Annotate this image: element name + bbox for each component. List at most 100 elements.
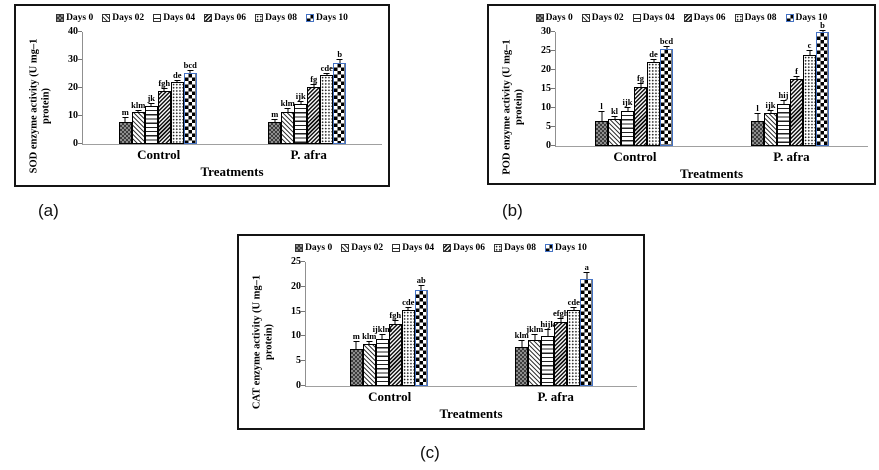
significance-letter: bcd [659, 35, 674, 46]
y-tick-mark [551, 69, 555, 70]
significance-letter: m [352, 331, 360, 342]
significance-letter: b [820, 20, 825, 31]
significance-letter: fgh [158, 78, 171, 89]
error-bar-cap [806, 50, 813, 52]
bar-days-04-control: jk [144, 94, 158, 144]
bar-days-06-control: fgh [388, 310, 402, 386]
significance-letter: kl [610, 106, 619, 117]
legend-item-days-0: Days 0 [56, 13, 93, 23]
y-tick-mark [78, 59, 82, 60]
legend: Days 0 Days 02 Days 04 Days 06 Days 08 Days 1… [245, 243, 637, 253]
error-bar-cap [353, 341, 360, 343]
y-tick-label: 25 [291, 256, 301, 267]
bar-fill [777, 104, 790, 146]
bar-days-02-control: kl [608, 107, 621, 146]
y-tick-mark [301, 385, 305, 386]
bar-days-02-p-afra: jklm [526, 325, 543, 386]
y-tick-mark [301, 335, 305, 337]
y-tick-mark [551, 50, 555, 51]
error-bar-cap [598, 111, 605, 113]
error-bar [366, 341, 373, 345]
error-bar [405, 307, 412, 311]
bar-fill [401, 310, 415, 386]
error-bar-cap [819, 30, 826, 32]
significance-letter: c [807, 40, 812, 51]
bar-fill [183, 72, 197, 144]
y-tick-mark [551, 88, 555, 89]
legend-swatch-icon [443, 244, 452, 252]
significance-letter: cde [402, 297, 415, 308]
error-bar [148, 102, 155, 107]
y-tick-label: 10 [541, 102, 551, 113]
legend-label: Days 10 [555, 243, 587, 253]
bar-days-04-p-afra: hijk [540, 320, 555, 386]
bar-days-0-p-afra: m [268, 110, 282, 144]
error-bar-cap [122, 117, 129, 119]
bar-group-p-afra: l ijk hij f c b [751, 21, 829, 146]
bar-days-0-p-afra: klm [515, 331, 529, 386]
legend-swatch-icon [295, 244, 304, 252]
error-bar-cap [284, 108, 291, 110]
bar-fill [528, 340, 542, 386]
legend-swatch-icon [535, 14, 544, 22]
y-tick-label: 5 [296, 355, 301, 367]
bar-days-06-control: fg [634, 74, 647, 146]
legend-label: Days 06 [693, 13, 726, 23]
legend-label: Days 04 [163, 13, 196, 23]
bar-days-08-control: cde [401, 298, 415, 386]
significance-letter: b [337, 48, 343, 59]
legend-label: Days 02 [112, 13, 145, 23]
error-bar [379, 334, 386, 340]
error-bar [122, 117, 129, 122]
legend-label: Days 02 [591, 13, 624, 23]
bar-days-04-p-afra: hij [777, 90, 790, 146]
bar-fill [554, 321, 568, 386]
bar-fill [375, 339, 389, 386]
legend-swatch-icon [341, 244, 350, 252]
legend-item-days-02: Days 02 [341, 243, 383, 253]
significance-letter: jklm [526, 323, 544, 334]
bar-fill [414, 290, 428, 386]
bar-days-06-p-afra: fg [307, 74, 321, 144]
legend-label: Days 0 [545, 13, 573, 23]
bar-days-08-p-afra: cde [567, 298, 581, 386]
significance-letter: ab [416, 275, 426, 286]
y-axis: POD enzyme activity (U mg–1 protein) [495, 32, 531, 182]
y-tick-mark [78, 115, 82, 116]
error-bar [518, 340, 525, 347]
y-tick-mark [551, 126, 555, 127]
bar-days-02-control: klm [131, 101, 145, 144]
error-bar [598, 111, 605, 121]
significance-letter: fg [310, 73, 318, 84]
legend-item-days-10: Days 10 [306, 13, 348, 23]
significance-letter: klm [280, 98, 295, 109]
bar-days-02-p-afra: ijk [764, 100, 777, 146]
bar-days-0-control: m [118, 108, 132, 144]
bar-fill [660, 48, 673, 146]
legend-swatch-icon [102, 14, 111, 22]
error-bar-cap [336, 58, 343, 60]
legend-item-days-10: Days 10 [785, 13, 827, 23]
significance-letter: ijk [295, 91, 306, 102]
error-bar [793, 75, 800, 79]
legend: Days 0 Days 02 Days 04 Days 06 Days 08 Days 1… [22, 13, 382, 23]
plot-area: m klm jk fgh de bcd m klm ijk fg cde b [82, 32, 382, 145]
bar-days-10-p-afra: b [816, 21, 829, 146]
legend-item-days-02: Days 02 [102, 13, 144, 23]
chart-panel-c: Days 0 Days 02 Days 04 Days 06 Days 08 Days 1… [237, 234, 645, 430]
error-bar-cap [405, 307, 412, 309]
x-category-control: Control [368, 389, 412, 404]
legend-swatch-icon [306, 14, 314, 22]
y-tick-label: 15 [541, 83, 551, 94]
chart-panel-b: Days 0 Days 02 Days 04 Days 06 Days 08 Days 1… [487, 4, 876, 185]
bar-days-06-p-afra: f [790, 66, 803, 146]
bar-group-p-afra: m klm ijk fg cde b [268, 49, 347, 144]
y-tick-label: 40 [68, 26, 78, 37]
y-tick-mark [301, 285, 305, 287]
error-bar [611, 116, 618, 120]
figure-caption-b: (b) [502, 201, 523, 220]
legend-swatch-icon [392, 244, 401, 252]
error-bar [392, 319, 399, 324]
legend-item-days-0: Days 0 [535, 13, 573, 23]
bar-days-04-p-afra: ijk [294, 92, 308, 144]
